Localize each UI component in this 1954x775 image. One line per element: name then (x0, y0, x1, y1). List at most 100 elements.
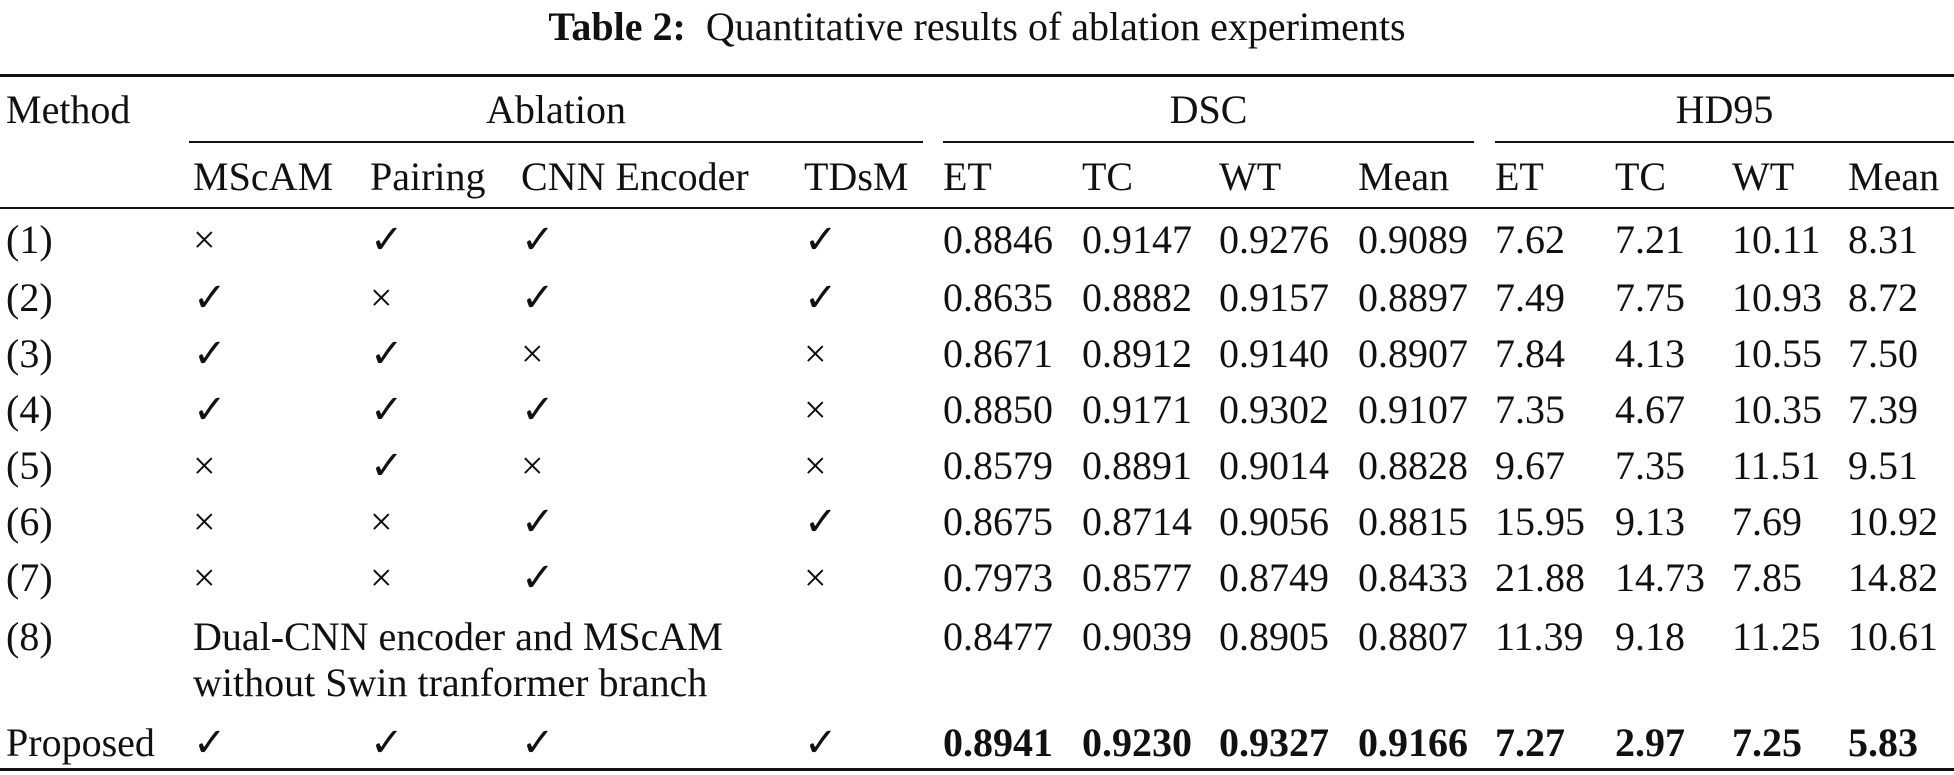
mark-cell: ✓ (804, 275, 838, 320)
mark-cell: × (370, 275, 393, 320)
cell: 0.8907 (1358, 331, 1468, 376)
cell: 21.88 (1495, 555, 1585, 600)
mark-cell: × (804, 443, 827, 488)
column-header: MScAM (193, 154, 334, 199)
row-label: (6) (6, 499, 53, 544)
cell: 11.25 (1732, 614, 1821, 659)
mark-cell: × (193, 499, 216, 544)
cell: 0.8882 (1082, 275, 1192, 320)
mark-cell: ✓ (370, 720, 404, 765)
group-header: DSC (1169, 87, 1248, 132)
cell: 7.39 (1848, 387, 1918, 432)
cell: 7.85 (1732, 555, 1802, 600)
cell: 10.92 (1848, 499, 1938, 544)
cell: 10.35 (1732, 387, 1822, 432)
cell: 4.67 (1615, 387, 1685, 432)
cell: 2.97 (1615, 720, 1685, 765)
cell: 15.95 (1495, 499, 1585, 544)
column-header: WT (1219, 154, 1282, 199)
cell: 5.83 (1848, 720, 1918, 765)
column-header: Mean (1358, 154, 1450, 199)
column-header: ET (943, 154, 992, 199)
cell: 7.35 (1615, 443, 1685, 488)
mark-cell: ✓ (370, 331, 404, 376)
cell: 0.9056 (1219, 499, 1329, 544)
cell: 0.9230 (1082, 720, 1192, 765)
cell: 0.9089 (1358, 217, 1468, 262)
column-header: TDsM (804, 154, 909, 199)
mark-cell: ✓ (521, 720, 555, 765)
cell: 7.27 (1495, 720, 1565, 765)
cell: 7.21 (1615, 217, 1685, 262)
cell: 0.8579 (943, 443, 1053, 488)
mark-cell: ✓ (370, 387, 404, 432)
cell: 4.13 (1615, 331, 1685, 376)
cell: 14.82 (1848, 555, 1938, 600)
column-header: ET (1495, 154, 1544, 199)
header-rule (0, 207, 1954, 209)
cell: 0.9039 (1082, 614, 1192, 659)
column-header: Mean (1848, 154, 1940, 199)
cell: 0.7973 (943, 555, 1053, 600)
cell: 0.8635 (943, 275, 1053, 320)
mark-cell: ✓ (193, 331, 227, 376)
group-rule (189, 141, 923, 143)
cell: 0.9140 (1219, 331, 1329, 376)
group-header: Ablation (486, 87, 626, 132)
cell: 10.61 (1848, 614, 1938, 659)
column-header: WT (1732, 154, 1795, 199)
mark-cell: × (193, 443, 216, 488)
cell: 7.35 (1495, 387, 1565, 432)
cell: 0.8897 (1358, 275, 1468, 320)
group-header: Method (6, 87, 131, 132)
cell: 7.84 (1495, 331, 1565, 376)
mark-cell: ✓ (804, 217, 838, 262)
cell: 9.51 (1848, 443, 1918, 488)
row-label: (5) (6, 443, 53, 488)
cell: 14.73 (1615, 555, 1705, 600)
cell: 0.9171 (1082, 387, 1192, 432)
cell: 0.8807 (1358, 614, 1468, 659)
cell: 10.93 (1732, 275, 1822, 320)
row-label: (3) (6, 331, 53, 376)
mark-cell: ✓ (521, 217, 555, 262)
mark-cell: × (193, 555, 216, 600)
mark-cell: ✓ (521, 275, 555, 320)
cell: 7.69 (1732, 499, 1802, 544)
cell: 0.8905 (1219, 614, 1329, 659)
bottom-rule (0, 768, 1954, 771)
column-header: TC (1082, 154, 1134, 199)
mark-cell: × (521, 331, 544, 376)
cell: 7.75 (1615, 275, 1685, 320)
row-note: Dual-CNN encoder and MScAM without Swin … (193, 614, 723, 705)
cell: 0.8828 (1358, 443, 1468, 488)
cell: 0.8577 (1082, 555, 1192, 600)
cell: 0.8815 (1358, 499, 1468, 544)
table-label: Table 2: (548, 4, 686, 49)
cell: 0.9147 (1082, 217, 1192, 262)
cell: 0.9302 (1219, 387, 1329, 432)
cell: 8.72 (1848, 275, 1918, 320)
mark-cell: × (521, 443, 544, 488)
row-label: (1) (6, 217, 53, 262)
cell: 0.9276 (1219, 217, 1329, 262)
top-rule (0, 74, 1954, 77)
cell: 11.51 (1732, 443, 1821, 488)
mark-cell: × (370, 555, 393, 600)
row-label: (4) (6, 387, 53, 432)
cell: 0.8671 (943, 331, 1053, 376)
group-rule (943, 141, 1474, 143)
mark-cell: × (804, 331, 827, 376)
mark-cell: × (193, 217, 216, 262)
row-label: (2) (6, 275, 53, 320)
cell: 7.49 (1495, 275, 1565, 320)
cell: 9.67 (1495, 443, 1565, 488)
mark-cell: ✓ (370, 217, 404, 262)
cell: 0.9327 (1219, 720, 1329, 765)
cell: 7.62 (1495, 217, 1565, 262)
cell: 0.8941 (943, 720, 1053, 765)
cell: 10.55 (1732, 331, 1822, 376)
cell: 9.18 (1615, 614, 1685, 659)
mark-cell: ✓ (193, 387, 227, 432)
cell: 0.8891 (1082, 443, 1192, 488)
